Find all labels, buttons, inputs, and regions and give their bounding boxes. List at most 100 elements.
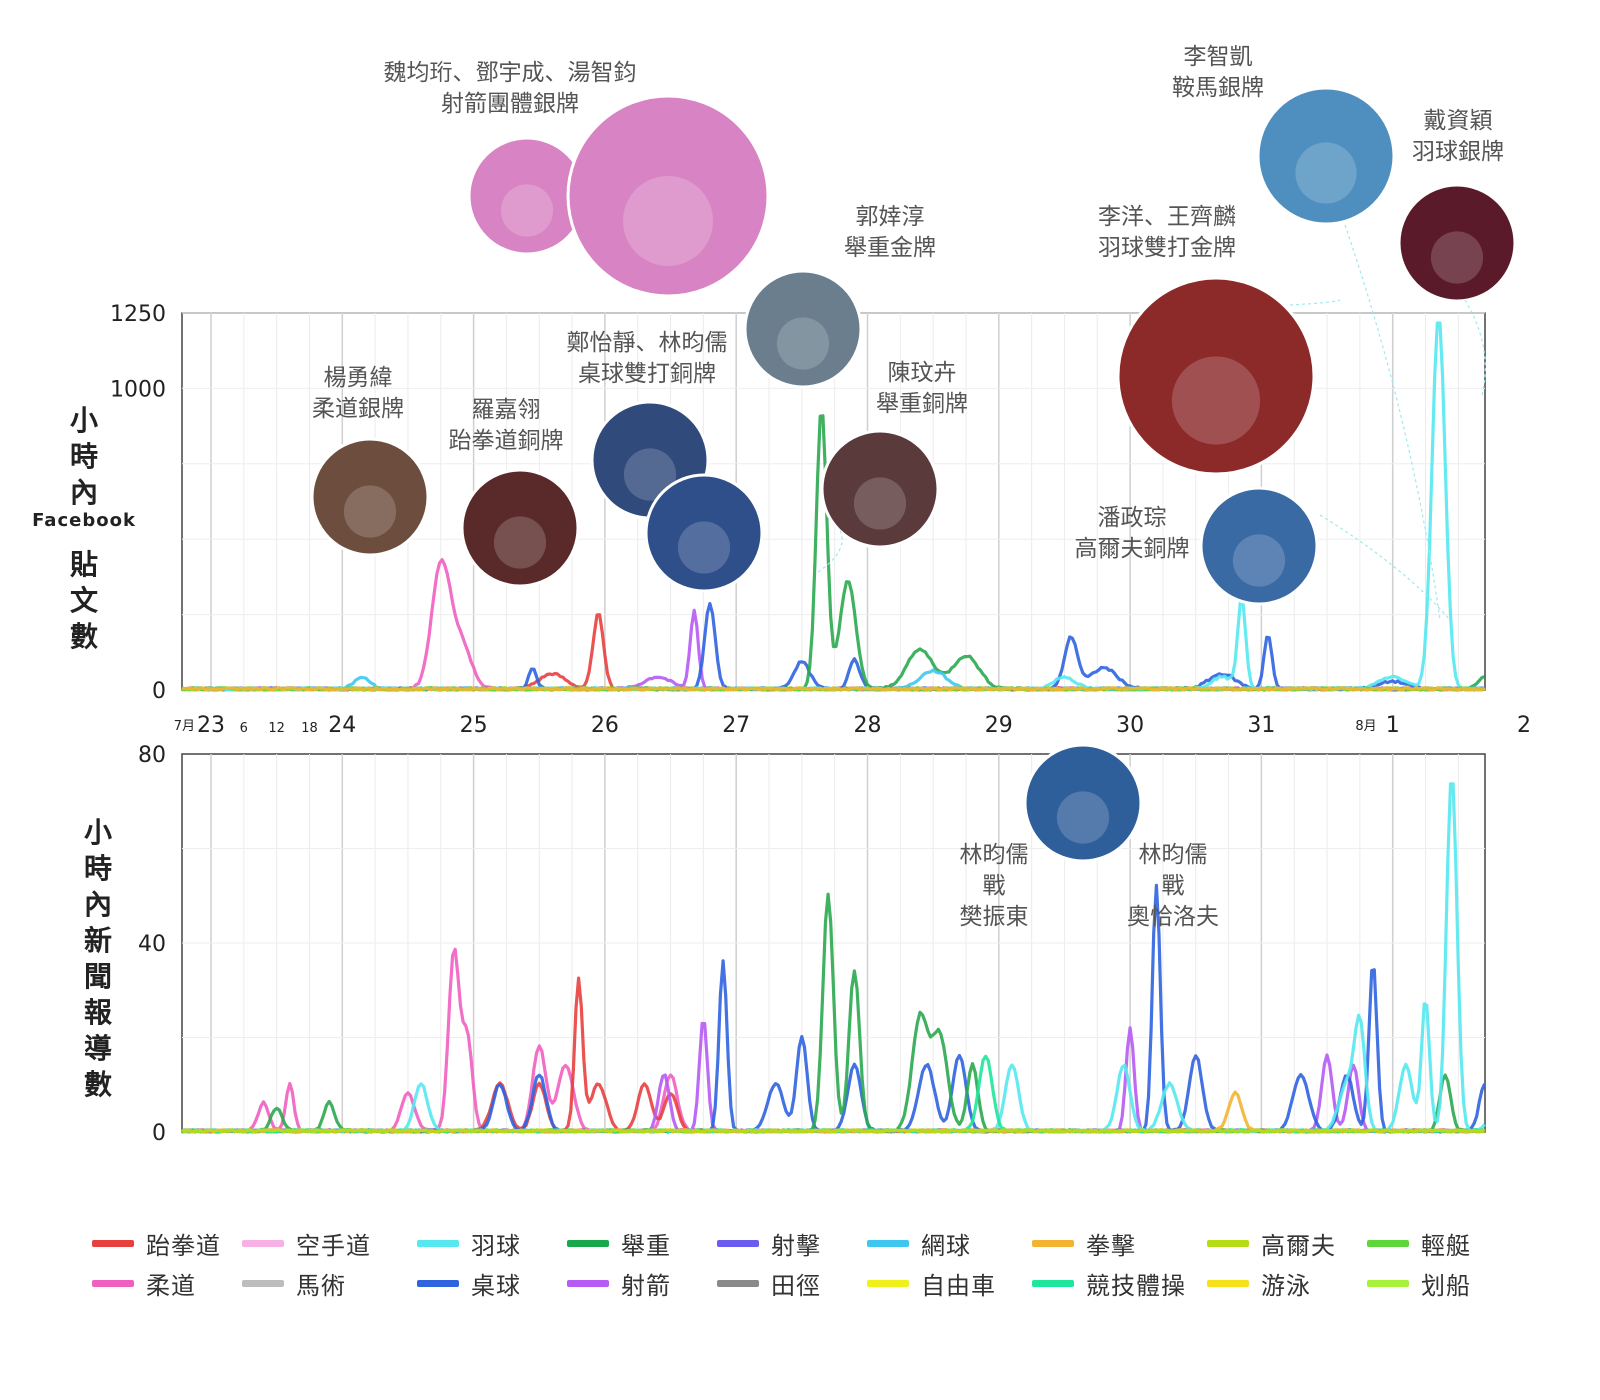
y-axis-label: 小 — [70, 404, 98, 437]
annotation-label: 戰 — [1162, 873, 1185, 899]
x-tick-label: 18 — [301, 721, 318, 736]
x-tick-label: 26 — [591, 713, 619, 738]
series-line-跆拳道 — [181, 613, 1485, 692]
athlete-silhouette — [1232, 534, 1286, 587]
legend-label: 田徑 — [771, 1271, 821, 1300]
annotation-label: 戰 — [983, 873, 1006, 899]
athlete-photo — [1256, 86, 1396, 226]
x-tick-label: 2 — [1517, 713, 1531, 738]
connector-line — [1289, 299, 1341, 306]
y-tick-label: 0 — [152, 1121, 166, 1146]
legend-label: 自由車 — [921, 1271, 996, 1300]
legend-item: 網球 — [867, 1228, 971, 1260]
y-axis-label: 小 — [84, 816, 112, 849]
legend-swatch — [417, 1279, 459, 1287]
legend-label: 舉重 — [621, 1231, 671, 1260]
legend-item: 自由車 — [867, 1268, 996, 1300]
y-axis-label: 文 — [70, 584, 98, 617]
legend-swatch — [867, 1279, 909, 1287]
legend-swatch — [242, 1239, 284, 1247]
connector-line — [1319, 514, 1451, 621]
legend-swatch — [1207, 1279, 1249, 1287]
x-tick-label: 31 — [1247, 713, 1275, 738]
legend-item: 射擊 — [717, 1228, 821, 1260]
connector-line — [817, 529, 843, 573]
y-tick-label: 1000 — [110, 377, 166, 402]
x-tick-label: 23 — [197, 713, 225, 738]
athlete-photo — [566, 94, 770, 298]
legend-swatch — [417, 1239, 459, 1247]
legend-label: 空手道 — [296, 1231, 371, 1260]
annotation-label: 羅嘉翎 — [472, 397, 541, 423]
legend-label: 跆拳道 — [146, 1231, 221, 1260]
legend-label: 射擊 — [771, 1231, 821, 1260]
annotation-label: 奧恰洛夫 — [1127, 904, 1219, 930]
series-line-高爾夫 — [181, 1128, 1485, 1134]
y-axis-label: 新 — [84, 924, 112, 957]
legend-label: 輕艇 — [1421, 1231, 1471, 1260]
x-tick-label: 25 — [460, 713, 488, 738]
athlete-photo — [1397, 183, 1517, 303]
legend-swatch — [567, 1239, 609, 1247]
legend-swatch — [717, 1279, 759, 1287]
athlete-photo — [743, 269, 863, 389]
annotation-label: 林昀儒 — [960, 842, 1029, 868]
y-axis-label: 時 — [70, 440, 98, 473]
annotation-label: 羽球銀牌 — [1412, 139, 1504, 165]
legend-item: 羽球 — [417, 1228, 521, 1260]
legend-item: 划船 — [1367, 1268, 1471, 1300]
y-tick-label: 40 — [138, 932, 166, 957]
legend-item: 桌球 — [417, 1268, 521, 1300]
annotation-label: 舉重金牌 — [844, 235, 936, 261]
legend-swatch — [867, 1239, 909, 1247]
x-tick-label: 28 — [854, 713, 882, 738]
annotation-label: 陳玟卉 — [888, 360, 957, 386]
series-line-拳擊 — [181, 686, 1486, 692]
legend-label: 馬術 — [296, 1271, 346, 1300]
legend-label: 游泳 — [1261, 1271, 1311, 1300]
y-axis-label: 報 — [84, 996, 113, 1029]
y-axis-label: Facebook — [32, 510, 136, 531]
legend-label: 競技體操 — [1086, 1271, 1186, 1300]
legend-swatch — [1207, 1239, 1249, 1247]
y-tick-label: 1250 — [110, 302, 166, 327]
legend-label: 射箭 — [621, 1271, 671, 1300]
y-axis-label: 導 — [84, 1032, 112, 1065]
legend-label: 羽球 — [471, 1231, 521, 1260]
athlete-photo — [644, 473, 764, 593]
athlete-photo — [310, 437, 430, 557]
legend-swatch — [1367, 1279, 1409, 1287]
athlete-silhouette — [1430, 231, 1484, 284]
x-tick-label: 12 — [268, 721, 285, 736]
annotation-label: 戴資穎 — [1424, 108, 1493, 134]
athlete-silhouette — [500, 184, 554, 237]
annotation-label: 射箭團體銀牌 — [441, 91, 579, 117]
annotation-label: 舉重銅牌 — [876, 391, 968, 417]
legend-swatch — [567, 1279, 609, 1287]
annotation-label: 柔道銀牌 — [312, 396, 404, 422]
annotation-label: 鞍馬銀牌 — [1172, 75, 1264, 101]
connector-line — [1344, 224, 1441, 621]
annotation-label: 鄭怡靜、林昀儒 — [567, 330, 728, 356]
x-tick-label: 6 — [240, 721, 248, 736]
athlete-silhouette — [1295, 142, 1357, 204]
athlete-silhouette — [1171, 356, 1261, 445]
y-axis-label: 時 — [84, 852, 112, 885]
athlete-silhouette — [677, 521, 731, 574]
legend-swatch — [92, 1279, 134, 1287]
y-axis-label: 內 — [70, 476, 98, 509]
legend-item: 射箭 — [567, 1268, 671, 1300]
legend-label: 柔道 — [146, 1271, 196, 1300]
legend-item: 高爾夫 — [1207, 1228, 1336, 1260]
legend-item: 馬術 — [242, 1268, 346, 1300]
annotation-label: 跆拳道銅牌 — [449, 428, 564, 454]
legend-item: 舉重 — [567, 1228, 671, 1260]
legend-swatch — [92, 1239, 134, 1247]
annotation-label: 林昀儒 — [1139, 842, 1208, 868]
y-tick-label: 0 — [152, 679, 166, 704]
series-line-射箭 — [181, 608, 1486, 692]
athlete-silhouette — [623, 448, 677, 501]
legend-item: 競技體操 — [1032, 1268, 1186, 1300]
legend-item: 游泳 — [1207, 1268, 1311, 1300]
